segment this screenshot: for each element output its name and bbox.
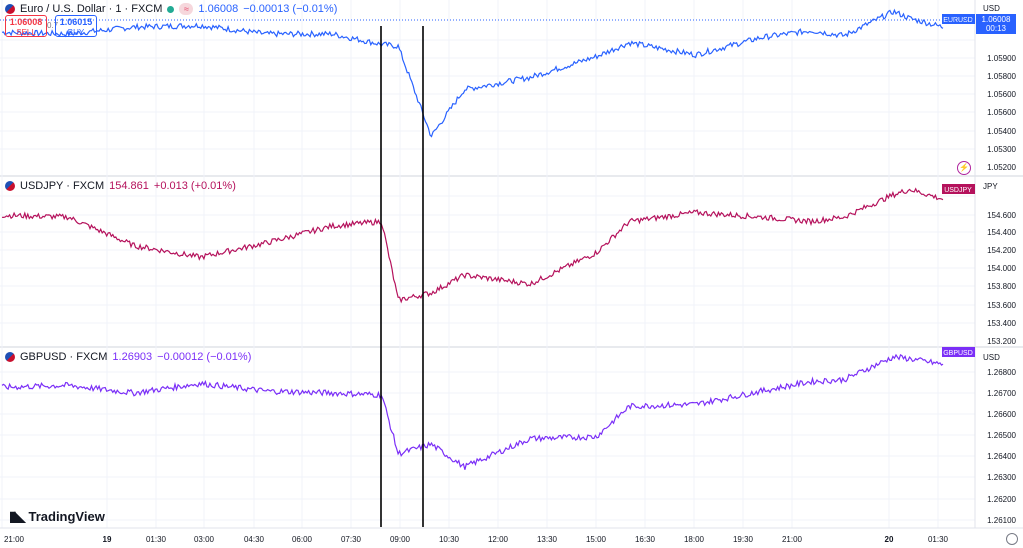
lightning-icon[interactable]: ⚡ bbox=[957, 161, 971, 175]
y-tick-label: 1.26400 bbox=[987, 452, 1016, 461]
y-tick-label: 1.26100 bbox=[987, 516, 1016, 525]
jpy-legend: USDJPY · FXCM 154.861 +0.013 (+0.01%) bbox=[5, 180, 236, 192]
y-tick-label: 1.05600 bbox=[987, 90, 1016, 99]
x-tick-label: 13:30 bbox=[537, 535, 558, 544]
y-tick-label: 1.05200 bbox=[987, 163, 1016, 172]
eur-change: −0.00013 (−0.01%) bbox=[243, 3, 338, 15]
gbp-title: GBPUSD · FXCM bbox=[20, 351, 108, 363]
last-value-label: EURUSD bbox=[943, 17, 973, 24]
y-tick-label: 1.26700 bbox=[987, 389, 1016, 398]
y-tick-label: 153.400 bbox=[987, 319, 1016, 328]
y-tick-label: 154.600 bbox=[987, 211, 1016, 220]
y-tick-label: 1.05600 bbox=[987, 108, 1016, 117]
y-tick-label: 154.200 bbox=[987, 246, 1016, 255]
x-tick-label: 04:30 bbox=[244, 535, 265, 544]
y-tick-label: 153.800 bbox=[987, 282, 1016, 291]
gbp-change: −0.00012 (−0.01%) bbox=[157, 351, 252, 363]
x-tick-label: 21:00 bbox=[782, 535, 803, 544]
y-tick-label: 1.26600 bbox=[987, 410, 1016, 419]
spread-value: 0.7 bbox=[47, 21, 59, 30]
currency-label: USD bbox=[983, 4, 1000, 13]
y-tick-label: 154.400 bbox=[987, 228, 1016, 237]
last-value-label: GBPUSD bbox=[943, 350, 973, 357]
y-tick-label: 1.26800 bbox=[987, 368, 1016, 377]
y-tick-label: 1.05800 bbox=[987, 72, 1016, 81]
brand-name: TradingView bbox=[28, 509, 105, 524]
eur-price: 1.06008 bbox=[198, 3, 239, 15]
gbp-price: 1.26903 bbox=[112, 351, 153, 363]
last-value-tag bbox=[942, 14, 975, 24]
buy-price: 1.06015 bbox=[59, 17, 93, 27]
x-tick-label: 18:00 bbox=[684, 535, 705, 544]
currency-label: USD bbox=[983, 353, 1000, 362]
x-tick-label: 01:30 bbox=[928, 535, 949, 544]
last-value-label: USDJPY bbox=[944, 187, 972, 194]
tradingview-logo: ▮◣ TradingView bbox=[9, 508, 105, 525]
x-tick-label: 09:00 bbox=[390, 535, 411, 544]
last-value-tag bbox=[942, 347, 975, 357]
x-tick-label: 15:00 bbox=[586, 535, 607, 544]
eur-title: Euro / U.S. Dollar · 1 · FXCM bbox=[20, 3, 163, 15]
y-tick-label: 154.000 bbox=[987, 264, 1016, 273]
buy-button[interactable]: 1.06015 BUY bbox=[55, 15, 97, 37]
jpy-price: 154.861 bbox=[109, 180, 149, 192]
x-tick-label: 03:00 bbox=[194, 535, 215, 544]
sell-price: 1.06008 bbox=[9, 17, 43, 27]
y-tick-label: 1.05900 bbox=[987, 54, 1016, 63]
y-tick-label: 1.26300 bbox=[987, 473, 1016, 482]
buy-label: BUY bbox=[67, 28, 85, 37]
x-tick-label: 01:30 bbox=[146, 535, 167, 544]
jpy-change: +0.013 (+0.01%) bbox=[153, 180, 236, 192]
y-tick-label: 153.600 bbox=[987, 301, 1016, 310]
y-tick-label: 1.26200 bbox=[987, 495, 1016, 504]
sell-button[interactable]: 1.06008 SELL bbox=[5, 15, 47, 37]
market-open-icon bbox=[167, 5, 175, 13]
last-value-tag bbox=[942, 184, 975, 194]
y-tick-label: 1.26500 bbox=[987, 431, 1016, 440]
x-tick-label: 19:30 bbox=[733, 535, 754, 544]
y-tick-label: 1.05400 bbox=[987, 127, 1016, 136]
x-tick-label: 06:00 bbox=[292, 535, 313, 544]
gear-icon[interactable] bbox=[1006, 533, 1018, 545]
bar-countdown: 00:13 bbox=[986, 24, 1007, 33]
x-tick-label: 10:30 bbox=[439, 535, 460, 544]
series-line-usdjpy bbox=[1, 187, 944, 304]
gbp-legend: GBPUSD · FXCM 1.26903 −0.00012 (−0.01%) bbox=[5, 351, 251, 363]
jpy-title: USDJPY · FXCM bbox=[20, 180, 105, 192]
x-tick-label: 19 bbox=[103, 535, 112, 544]
wave-icon[interactable]: ≈ bbox=[179, 3, 194, 15]
series-line-gbpusd bbox=[1, 353, 944, 470]
x-tick-label: 07:30 bbox=[341, 535, 362, 544]
y-tick-label: 153.200 bbox=[987, 337, 1016, 346]
sell-label: SELL bbox=[16, 28, 36, 37]
eur-flag-icon bbox=[5, 4, 15, 14]
x-tick-label: 20 bbox=[885, 535, 894, 544]
x-tick-label: 21:00 bbox=[4, 535, 25, 544]
last-price-tag bbox=[976, 14, 1016, 34]
currency-label: JPY bbox=[983, 182, 998, 191]
eur-legend: Euro / U.S. Dollar · 1 · FXCM ≈ 1.06008 … bbox=[5, 3, 337, 15]
x-tick-label: 12:00 bbox=[488, 535, 509, 544]
jpy-flag-icon bbox=[5, 181, 15, 191]
x-tick-label: 16:30 bbox=[635, 535, 656, 544]
gbp-flag-icon bbox=[5, 352, 15, 362]
y-tick-label: 1.05300 bbox=[987, 145, 1016, 154]
series-line-eurusd bbox=[1, 8, 944, 138]
tv-logo-icon: ▮◣ bbox=[9, 508, 26, 524]
last-price-value: 1.06008 bbox=[982, 15, 1011, 24]
